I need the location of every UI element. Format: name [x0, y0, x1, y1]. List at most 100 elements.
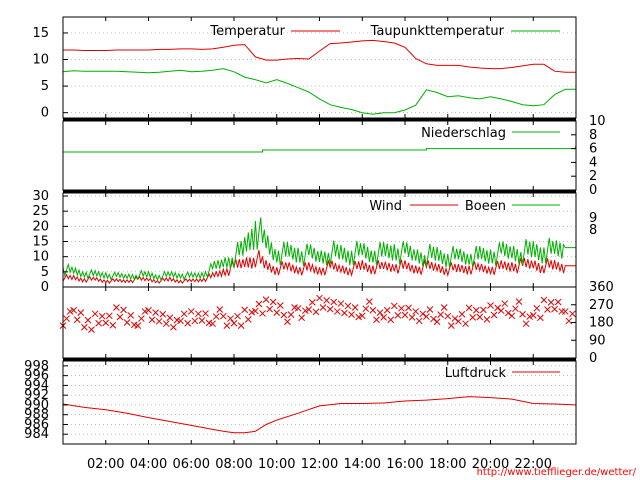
series-2-1 [62, 217, 576, 282]
wind-direction-point [102, 319, 110, 327]
wind-direction-point [458, 310, 466, 318]
series-2-0 [62, 250, 576, 284]
wind-direction-point [141, 308, 149, 315]
wind-direction-point [195, 310, 202, 318]
wind-direction-point [166, 314, 174, 322]
wind-direction-point [373, 316, 380, 324]
x-tick-label: 16:00 [386, 457, 423, 472]
wind-right-label-9: 9 [589, 211, 597, 226]
wind-direction-point [565, 317, 573, 325]
wind-direction-point [266, 305, 273, 313]
x-tick-label: 12:00 [301, 457, 338, 472]
press-ytick-label: 992 [24, 388, 49, 403]
wind-direction-point [152, 309, 159, 316]
press-ytick-label: 994 [24, 378, 49, 393]
wind-direction-point [341, 309, 348, 317]
wind-direction-points [59, 294, 576, 333]
wind-direction-point [73, 316, 81, 324]
wind-direction-point [480, 306, 487, 314]
wind-direction-point [113, 304, 120, 311]
wind-direction-point [187, 308, 195, 315]
x-tick-label: 02:00 [87, 457, 124, 472]
press-ytick-label: 990 [24, 398, 49, 413]
wind-direction-point [415, 317, 423, 325]
press-ytick-label: 998 [24, 359, 49, 374]
x-tick-label: 06:00 [173, 457, 210, 472]
wind-direction-point [170, 323, 177, 331]
wind-direction-point [369, 306, 377, 314]
x-tick-label: 18:00 [429, 457, 466, 472]
wind-direction-point [123, 319, 131, 326]
wind-direction-point [508, 312, 516, 320]
wind-direction-point [351, 304, 359, 311]
rain-ytick-right-label: 6 [589, 142, 597, 157]
wind-direction-point [252, 307, 259, 315]
wind-direction-point [426, 306, 434, 313]
wind-direction-point [504, 309, 512, 317]
wind-direction-point [287, 311, 295, 318]
wind-ytick-label: 5 [41, 265, 49, 280]
wind-direction-point [408, 314, 416, 321]
wind-direction-point [116, 313, 124, 321]
wind-direction-point [476, 313, 484, 321]
wind-direction-point [540, 296, 548, 304]
wind-direction-point [383, 306, 391, 314]
x-tick-label: 20:00 [472, 457, 509, 472]
wind-direction-point [487, 302, 494, 309]
wind-direction-point [330, 298, 338, 306]
dir-ytick-right-label: 360 [589, 280, 614, 295]
wind-direction-point [177, 317, 184, 325]
wind-direction-point [444, 312, 452, 320]
wind-direction-point [519, 310, 526, 318]
series-layer [59, 39, 577, 434]
wind-direction-point [462, 320, 469, 328]
rain-ytick-right-label: 0 [589, 183, 597, 198]
press-ytick-label: 984 [24, 427, 49, 442]
wind-direction-point [98, 312, 106, 320]
wind-direction-point [437, 311, 444, 318]
wind-right-label-8: 8 [589, 223, 597, 238]
wind-ytick-label: 30 [32, 189, 49, 204]
wind-direction-point [544, 306, 551, 313]
wind-direction-point [127, 312, 135, 319]
wind-direction-point [273, 309, 281, 316]
wind-direction-point [145, 306, 152, 314]
wind-direction-point [451, 315, 459, 322]
credit-link[interactable]: http://www.tiefflieger.de/wetter/ [477, 467, 637, 478]
wind-direction-point [423, 313, 430, 320]
wind-direction-point [227, 315, 234, 322]
wind-direction-point [237, 322, 245, 330]
legend-niederschlag: Niederschlag [421, 126, 506, 141]
wind-direction-point [120, 306, 127, 314]
wind-ytick-label: 0 [41, 280, 49, 295]
wind-direction-point [241, 306, 249, 314]
wind-direction-point [483, 315, 491, 323]
wind-direction-point [326, 305, 334, 313]
rain-ytick-right-label: 4 [589, 155, 597, 170]
wind-direction-point [529, 312, 537, 319]
wind-direction-point [337, 300, 345, 307]
wind-direction-point [244, 315, 252, 323]
wind-direction-point [554, 298, 562, 306]
wind-direction-point [148, 316, 156, 324]
wind-direction-point [401, 311, 409, 319]
wind-direction-point [497, 307, 505, 315]
wind-direction-point [298, 314, 306, 322]
wind-direction-point [355, 313, 363, 321]
wind-direction-point [191, 317, 199, 325]
wind-direction-point [95, 319, 102, 327]
wind-direction-point [301, 307, 309, 315]
wind-direction-point [390, 302, 398, 310]
wind-direction-point [309, 299, 316, 306]
wind-direction-point [312, 308, 320, 316]
wind-direction-point [84, 316, 92, 324]
wind-direction-point [494, 304, 501, 312]
wind-direction-point [316, 294, 323, 302]
wind-direction-point [63, 315, 70, 322]
x-tick-label: 04:00 [130, 457, 167, 472]
temp-ytick-label: 15 [32, 26, 49, 41]
wind-direction-point [262, 296, 270, 303]
wind-direction-point [159, 310, 167, 318]
rain-ytick-right-label: 10 [589, 114, 606, 129]
